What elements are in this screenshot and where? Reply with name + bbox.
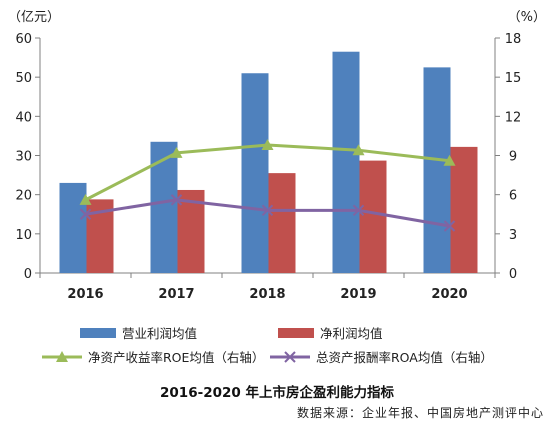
right-tick-label: 15 — [505, 71, 522, 86]
left-axis-unit: （亿元） — [8, 10, 61, 25]
legend-swatch-operating-profit — [80, 327, 116, 338]
right-tick-label: 9 — [509, 150, 517, 165]
legend-swatch-net-profit — [278, 327, 314, 338]
point-roa-stroke — [352, 204, 365, 217]
right-axis-unit: （%） — [507, 10, 546, 25]
point-roa — [443, 220, 456, 232]
left-tick-label: 20 — [15, 189, 32, 204]
legend-item-operating-profit: 营业利润均值 — [80, 323, 197, 342]
legend-swatch-roa — [270, 350, 310, 363]
point-roa-stroke — [443, 220, 456, 232]
bar-operating-profit — [241, 73, 269, 273]
left-tick-label: 10 — [15, 228, 32, 243]
x-tick-label: 2018 — [249, 287, 285, 302]
point-roa — [170, 194, 183, 206]
left-tick-label: 40 — [15, 110, 32, 125]
x-tick-label: 2016 — [67, 287, 103, 302]
point-roe — [261, 139, 274, 151]
right-tick-label: 3 — [509, 228, 517, 243]
legend-swatch-roe — [42, 350, 82, 362]
x-tick-label: 2019 — [340, 287, 376, 302]
bar-net-profit — [450, 146, 478, 273]
left-tick-label: 0 — [24, 267, 32, 282]
legend-item-net-profit: 净利润均值 — [278, 323, 383, 342]
bar-operating-profit — [423, 67, 451, 273]
legend-item-roa: 总资产报酬率ROA均值（右轴） — [270, 347, 493, 366]
legend-label-roe: 净资产收益率ROE均值（右轴） — [88, 350, 265, 365]
right-tick-label: 12 — [505, 110, 522, 125]
right-tick-label: 18 — [505, 32, 522, 47]
legend-item-roe: 净资产收益率ROE均值（右轴） — [42, 347, 264, 366]
point-roe — [352, 144, 365, 156]
legend-label-operating-profit: 营业利润均值 — [122, 326, 198, 341]
bar-net-profit — [359, 160, 387, 273]
left-tick-label: 60 — [15, 32, 32, 47]
left-tick-label: 50 — [15, 71, 32, 86]
point-roe — [443, 154, 456, 166]
legend-label-roa: 总资产报酬率ROA均值（右轴） — [316, 350, 493, 365]
point-roe — [170, 146, 183, 158]
bar-operating-profit — [59, 182, 87, 273]
bar-operating-profit — [332, 51, 360, 274]
x-tick-label: 2020 — [431, 287, 467, 302]
chart-title: 2016-2020 年上市房企盈利能力指标 — [160, 385, 394, 401]
point-roa — [79, 208, 92, 220]
point-roa — [261, 204, 274, 217]
right-tick-label: 0 — [509, 267, 517, 282]
right-tick-label: 6 — [509, 189, 517, 204]
chart-source: 数据来源：企业年报、中国房地产测评中心 — [296, 406, 544, 420]
point-roe — [79, 193, 92, 205]
bar-net-profit — [268, 173, 296, 273]
legend-label-net-profit: 净利润均值 — [320, 326, 383, 341]
point-roa-stroke — [261, 204, 274, 217]
bar-operating-profit — [150, 141, 178, 273]
x-tick-label: 2017 — [158, 287, 194, 302]
point-roa-stroke — [79, 208, 92, 220]
point-roa-stroke — [170, 194, 183, 206]
point-roa — [352, 204, 365, 217]
left-tick-label: 30 — [15, 150, 32, 165]
